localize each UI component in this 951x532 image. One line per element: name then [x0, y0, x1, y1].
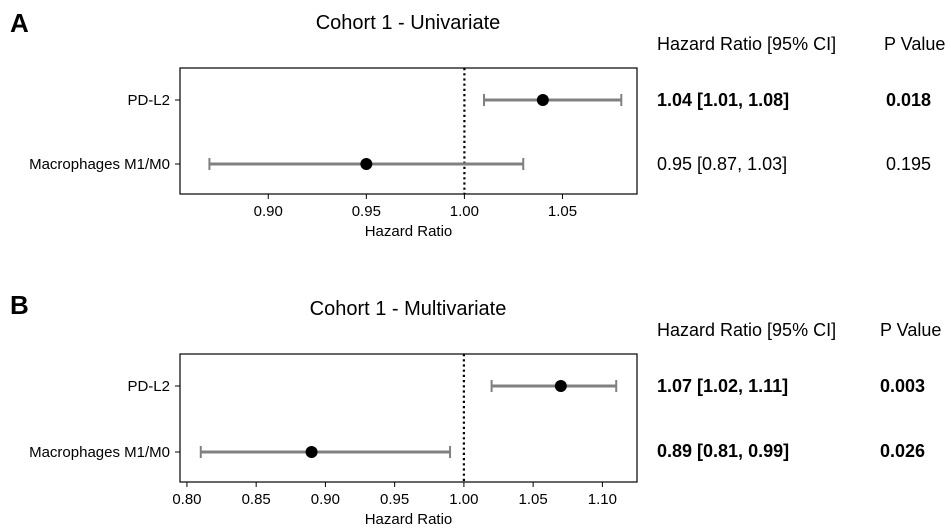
forest-plot-b: 0.80 0.85 0.90 0.95 1.00 1.05 1.10 Hazard Ratio… [29, 353, 638, 528]
plot-frame [179, 353, 638, 483]
hr-point [554, 380, 567, 392]
row-label: PD-L2 [127, 378, 170, 395]
column-header-hr: Hazard Ratio [95% CI] [657, 34, 837, 54]
chart-title: Cohort 1 - Univariate [315, 12, 501, 34]
p-value-pd-l2: 0.003 [880, 376, 926, 396]
p-value-macrophages: 0.026 [880, 441, 926, 461]
x-tick-label: 1.00 [449, 491, 478, 508]
hr-point [360, 158, 373, 170]
panel-label: A [10, 8, 29, 38]
x-tick-label: 1.00 [450, 203, 479, 220]
x-tick-label: 0.95 [352, 203, 381, 220]
x-tick-label: 0.80 [172, 491, 201, 508]
x-axis-label: Hazard Ratio [365, 511, 453, 528]
hr-value-macrophages: 0.95 [0.87, 1.03] [657, 154, 788, 174]
x-tick-label: 1.05 [548, 203, 577, 220]
forest-panel-b: B Cohort 1 - Multivariate Hazard Ratio [… [0, 266, 951, 532]
column-header-p: P Value [880, 320, 942, 340]
chart-title: Cohort 1 - Multivariate [309, 298, 507, 320]
p-value-pd-l2: 0.018 [886, 90, 932, 110]
x-tick-label: 0.95 [380, 491, 409, 508]
forest-plot-a: 0.90 0.95 1.00 1.05 Hazard Ratio PD-L2 Macroph… [29, 67, 638, 240]
x-tick-label: 1.10 [588, 491, 617, 508]
x-tick-label: 1.05 [519, 491, 548, 508]
panel-label: B [10, 290, 29, 320]
hr-value-macrophages: 0.89 [0.81, 0.99] [657, 441, 790, 461]
column-header-hr: Hazard Ratio [95% CI] [657, 320, 837, 340]
p-value-macrophages: 0.195 [886, 154, 932, 174]
x-tick-label: 0.90 [254, 203, 283, 220]
hr-point [536, 94, 549, 106]
x-tick-label: 0.90 [311, 491, 340, 508]
row-label: Macrophages M1/M0 [29, 156, 170, 173]
x-axis-label: Hazard Ratio [365, 223, 453, 240]
row-label: Macrophages M1/M0 [29, 444, 170, 461]
x-tick-label: 0.85 [242, 491, 271, 508]
column-header-p: P Value [884, 34, 946, 54]
hr-point [305, 446, 318, 458]
hr-value-pd-l2: 1.04 [1.01, 1.08] [657, 90, 790, 110]
forest-panel-a: A Cohort 1 - Univariate Hazard Ratio [95… [10, 8, 946, 240]
row-label: PD-L2 [127, 92, 170, 109]
hr-value-pd-l2: 1.07 [1.02, 1.11] [657, 376, 789, 396]
plot-frame [179, 67, 638, 195]
